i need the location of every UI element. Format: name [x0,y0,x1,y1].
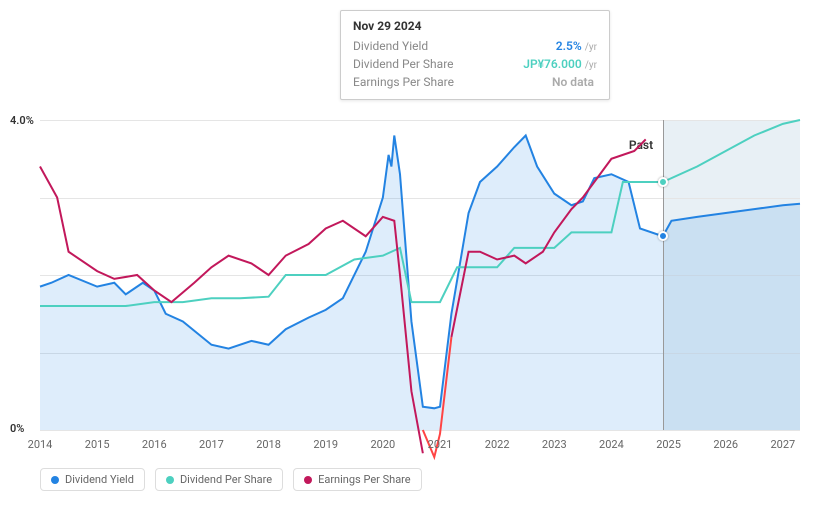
legend-dot-icon [166,476,174,484]
tooltip-row-label: Dividend Per Share [353,57,454,71]
x-axis-tick: 2025 [656,438,681,451]
chart-container: Nov 29 2024 Dividend Yield2.5%/yrDividen… [0,0,821,508]
chart-svg [40,120,800,430]
x-axis-tick: 2019 [313,438,338,451]
legend-item[interactable]: Earnings Per Share [293,468,422,491]
x-axis-tick: 2020 [370,438,395,451]
hover-line [663,120,664,430]
x-axis-tick: 2026 [713,438,738,451]
x-axis-tick: 2024 [599,438,624,451]
x-axis-tick: 2016 [142,438,167,451]
hover-dot-dividend_yield [658,231,668,241]
x-axis: 2014201520162017201820192020202120222023… [40,438,800,458]
y-axis-tick-bottom: 0% [10,422,24,435]
chart-plot-area[interactable] [40,120,800,430]
x-axis-tick: 2027 [770,438,795,451]
tooltip-row: Dividend Yield 2.5%/yr [353,37,597,55]
tooltip-row-label: Dividend Yield [353,39,428,53]
legend-label: Dividend Yield [65,473,134,486]
tooltip-date: Nov 29 2024 [353,19,597,33]
x-axis-tick: 2023 [542,438,567,451]
legend-label: Dividend Per Share [180,473,272,486]
y-axis-tick-top: 4.0% [10,114,34,127]
tooltip-row-value: 2.5%/yr [556,39,597,53]
legend-label: Earnings Per Share [318,473,411,486]
tooltip-row: Dividend Per Share JP¥76.000/yr [353,55,597,73]
hover-tooltip: Nov 29 2024 Dividend Yield2.5%/yrDividen… [340,10,610,100]
x-axis-tick: 2021 [428,438,453,451]
hover-dot-dividend_per_share [658,177,668,187]
legend-item[interactable]: Dividend Yield [40,468,145,491]
legend-dot-icon [51,476,59,484]
legend: Dividend Yield Dividend Per Share Earnings… [40,468,422,491]
x-axis-tick: 2022 [485,438,510,451]
legend-dot-icon [304,476,312,484]
tooltip-row-value: JP¥76.000/yr [523,57,597,71]
tooltip-row: Earnings Per Share No data [353,73,597,91]
x-axis-tick: 2017 [199,438,224,451]
x-axis-tick: 2015 [85,438,110,451]
tooltip-row-label: Earnings Per Share [353,75,454,89]
gridline [40,430,800,431]
tooltip-row-value: No data [552,75,597,89]
x-axis-tick: 2018 [256,438,281,451]
legend-item[interactable]: Dividend Per Share [155,468,283,491]
x-axis-tick: 2014 [28,438,53,451]
